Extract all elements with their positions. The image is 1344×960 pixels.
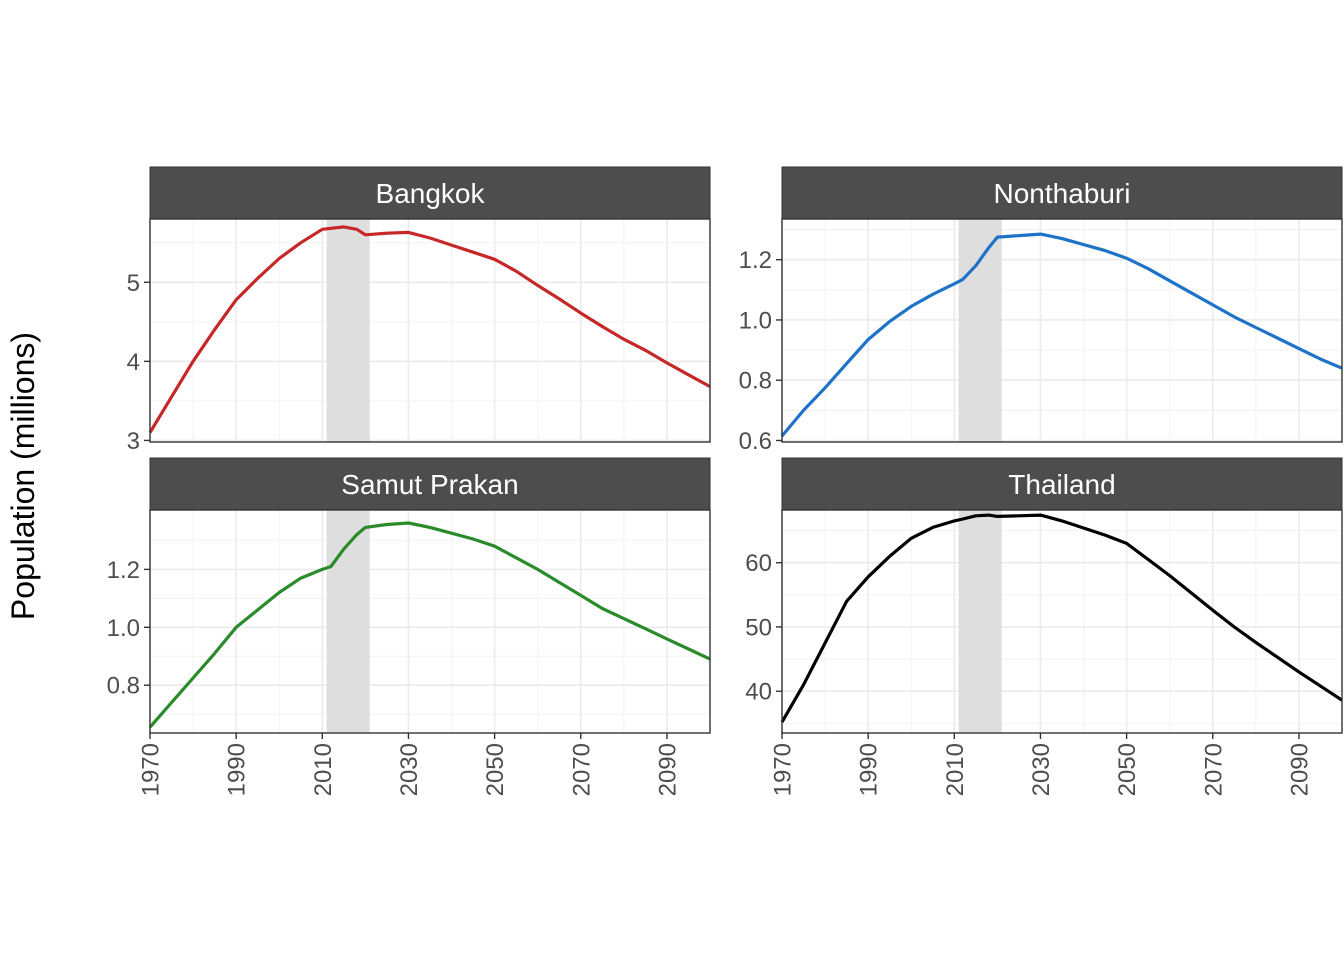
- series-line-samut-prakan: [148, 521, 711, 729]
- y-tick-label: 60: [745, 550, 772, 577]
- panel-background: [150, 510, 710, 733]
- x-tick-label: 1990: [224, 743, 251, 796]
- y-tick-label: 1.2: [739, 247, 772, 274]
- series-line-nonthaburi: [780, 232, 1343, 438]
- panel-background: [782, 510, 1342, 733]
- panel-bangkok: Bangkok 3 4 5: [127, 166, 711, 455]
- y-tick-label: 5: [127, 270, 140, 297]
- strip-label-samut-prakan: Samut Prakan: [341, 469, 518, 500]
- shaded-period: [958, 219, 1002, 442]
- panel-background: [150, 219, 710, 442]
- x-tick-label: 2030: [396, 743, 423, 796]
- strip-thailand: [781, 457, 1343, 511]
- y-axis-title: Population (millions): [5, 332, 41, 620]
- y-tick-label: 40: [745, 679, 772, 706]
- x-tick-label: 2010: [310, 743, 337, 796]
- strip-samut-prakan: [149, 457, 711, 511]
- x-tick-label: 1970: [770, 743, 797, 796]
- x-tick-label: 2010: [942, 743, 969, 796]
- x-tick-label: 2070: [568, 743, 595, 796]
- x-tick-label: 2030: [1028, 743, 1055, 796]
- y-tick-label: 1.2: [107, 557, 140, 584]
- shaded-period: [326, 219, 370, 442]
- strip-label-thailand: Thailand: [1008, 469, 1115, 500]
- panel-border: [781, 218, 1343, 443]
- strip-label-nonthaburi: Nonthaburi: [994, 178, 1131, 209]
- y-tick-label: 0.6: [739, 428, 772, 455]
- y-tick-label: 3: [127, 428, 140, 455]
- panel-border: [781, 509, 1343, 734]
- series-line-thailand: [780, 513, 1343, 723]
- strip-nonthaburi: [781, 166, 1343, 220]
- x-tick-label: 2090: [1286, 743, 1313, 796]
- x-tick-label: 2050: [482, 743, 509, 796]
- x-tick-label: 1990: [856, 743, 883, 796]
- series-line-bangkok: [148, 225, 711, 434]
- panel-border: [149, 509, 711, 734]
- panel-samut-prakan: Samut Prakan 0.8 1.0 1.2 1970 1990 2010 2030 205…: [107, 457, 711, 796]
- panel-thailand: Thailand 40 50 60 1970 1990 2010 2030 2050 2070 20…: [745, 457, 1343, 796]
- y-tick-label: 1.0: [107, 615, 140, 642]
- panel-border: [149, 218, 711, 443]
- x-tick-label: 2090: [654, 743, 681, 796]
- y-tick-label: 0.8: [739, 368, 772, 395]
- y-tick-label: 0.8: [107, 673, 140, 700]
- panel-nonthaburi: Nonthaburi 0.6 0.8 1.0 1.2: [739, 166, 1343, 455]
- panel-background: [782, 219, 1342, 442]
- shaded-period: [326, 510, 370, 733]
- strip-bangkok: [149, 166, 711, 220]
- strip-label-bangkok: Bangkok: [376, 178, 486, 209]
- y-tick-label: 4: [127, 349, 140, 376]
- x-tick-label: 1970: [138, 743, 165, 796]
- y-tick-label: 50: [745, 614, 772, 641]
- y-tick-label: 1.0: [739, 307, 772, 334]
- x-tick-label: 2070: [1200, 743, 1227, 796]
- x-tick-label: 2050: [1114, 743, 1141, 796]
- shaded-period: [958, 510, 1002, 733]
